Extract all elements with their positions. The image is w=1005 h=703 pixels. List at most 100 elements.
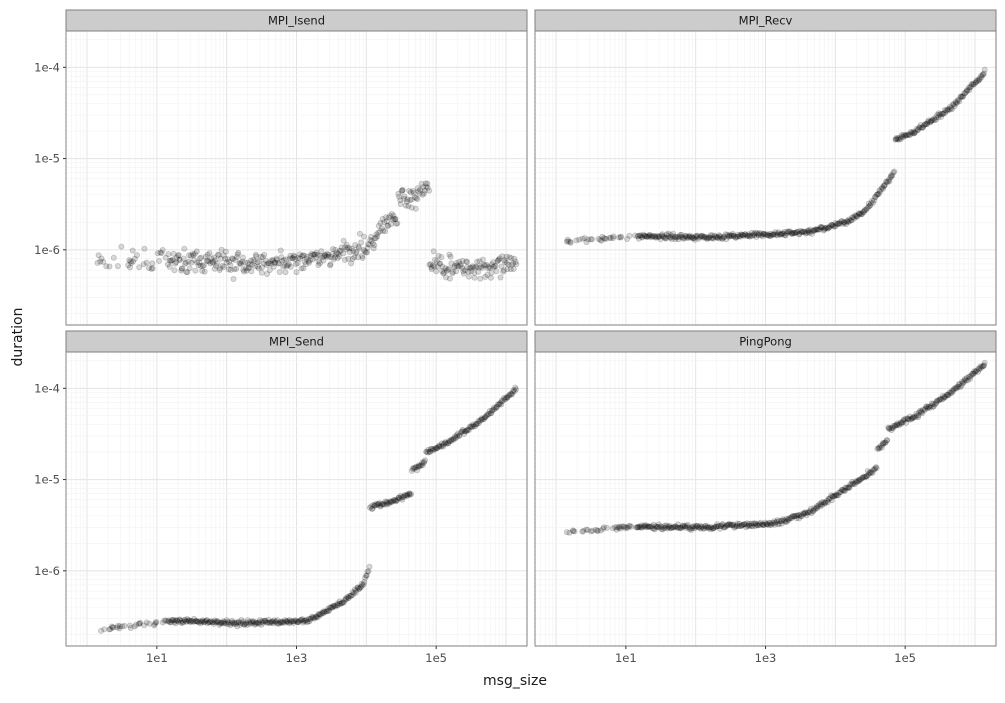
data-point — [261, 618, 268, 625]
data-point — [399, 187, 406, 194]
data-point — [700, 233, 707, 240]
data-point — [114, 624, 121, 631]
data-point — [208, 255, 215, 262]
data-point — [510, 265, 517, 272]
data-point — [290, 618, 297, 625]
data-point — [760, 231, 767, 238]
data-point — [308, 250, 315, 257]
data-point — [263, 270, 270, 277]
data-point — [200, 619, 207, 626]
data-point — [385, 214, 392, 221]
data-point — [322, 252, 329, 259]
data-point — [954, 99, 961, 106]
data-point — [645, 233, 652, 240]
data-point — [841, 219, 848, 226]
data-point — [772, 229, 779, 236]
data-point — [827, 223, 834, 230]
data-point — [270, 620, 277, 627]
data-point — [385, 499, 392, 506]
data-point — [371, 502, 378, 509]
data-point — [947, 106, 954, 113]
data-point — [327, 261, 334, 268]
data-point — [902, 132, 909, 139]
data-point — [751, 232, 758, 239]
data-point — [222, 248, 229, 255]
data-point — [782, 232, 789, 239]
data-point — [834, 221, 841, 228]
data-point — [758, 232, 765, 239]
data-point — [703, 234, 710, 241]
data-point — [256, 619, 263, 626]
data-point — [222, 620, 229, 627]
data-point — [850, 214, 857, 221]
data-point — [260, 619, 267, 626]
data-point — [645, 232, 652, 239]
data-point — [634, 233, 641, 240]
data-point — [728, 232, 735, 239]
data-point — [766, 230, 773, 237]
data-point — [905, 131, 912, 138]
data-point — [913, 125, 920, 132]
data-point — [830, 222, 837, 229]
data-point — [780, 230, 787, 237]
data-point — [900, 131, 907, 138]
data-point — [97, 258, 104, 265]
data-point — [171, 619, 178, 626]
data-point — [685, 233, 692, 240]
data-point — [462, 267, 469, 274]
data-point — [875, 190, 882, 197]
data-point — [387, 498, 394, 505]
data-point — [888, 172, 895, 179]
data-point — [379, 215, 386, 222]
data-point — [253, 620, 260, 627]
data-point — [716, 235, 723, 242]
data-point — [449, 270, 456, 277]
data-point — [341, 243, 348, 250]
data-point — [880, 185, 887, 192]
data-point — [815, 226, 822, 233]
data-point — [863, 206, 870, 213]
data-point — [389, 498, 396, 505]
data-point — [494, 258, 501, 265]
data-point — [337, 247, 344, 254]
data-point — [407, 197, 414, 204]
data-point — [393, 498, 400, 505]
data-point — [819, 224, 826, 231]
data-point — [201, 619, 208, 626]
data-point — [358, 580, 365, 587]
data-point — [379, 501, 386, 508]
data-point — [209, 619, 216, 626]
data-point — [243, 267, 250, 274]
data-point — [655, 233, 662, 240]
data-point — [261, 251, 268, 258]
data-point — [293, 269, 300, 276]
data-point — [595, 235, 602, 242]
data-point — [874, 191, 881, 198]
data-point — [610, 233, 617, 240]
data-point — [660, 233, 667, 240]
data-point — [460, 270, 467, 277]
data-point — [227, 266, 234, 273]
data-point — [415, 463, 422, 470]
data-point — [935, 110, 942, 117]
data-point — [229, 255, 236, 262]
data-point — [868, 200, 875, 207]
data-point — [179, 619, 186, 626]
facet-panel-mpi-isend: MPI_Isend 1e-6 1e-5 1e-4 — [34, 9, 528, 326]
data-point — [236, 260, 243, 267]
data-point — [811, 227, 818, 234]
data-point — [164, 261, 171, 268]
data-point — [381, 501, 388, 508]
data-point — [867, 202, 874, 209]
data-point — [667, 232, 674, 239]
data-point — [273, 255, 280, 262]
data-point — [813, 226, 820, 233]
data-point — [305, 258, 312, 265]
data-point — [445, 265, 452, 272]
data-point — [903, 132, 910, 139]
data-point — [392, 497, 399, 504]
data-point — [187, 252, 194, 259]
data-point — [902, 132, 909, 139]
data-point — [917, 122, 924, 129]
data-point — [283, 256, 290, 263]
